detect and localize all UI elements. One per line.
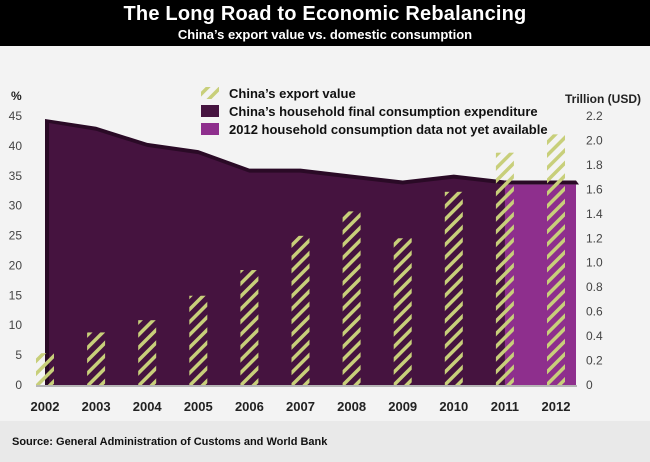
- left-tick-label: 0: [15, 378, 22, 392]
- right-tick-label: 2.0: [586, 133, 603, 147]
- export-bar-2008: [342, 211, 361, 385]
- x-tick-label: 2004: [133, 399, 163, 414]
- export-bar-2002: [36, 353, 54, 385]
- legend-swatch-exports: [201, 87, 219, 99]
- export-bar-2004: [138, 320, 157, 385]
- export-bar-2003: [87, 332, 106, 385]
- consumption-2012-na-top: [504, 180, 579, 185]
- right-tick-label: 1.0: [586, 256, 603, 270]
- right-tick-label: 0.8: [586, 280, 603, 294]
- right-tick-label: 0.6: [586, 305, 603, 319]
- right-tick-label: 1.2: [586, 231, 603, 245]
- right-tick-label: 0: [586, 378, 593, 392]
- export-bar-2011: [495, 152, 514, 385]
- legend-swatch-consumption: [201, 105, 219, 117]
- legend-label: China’s household final consumption expe…: [229, 104, 538, 119]
- export-bar-2012: [547, 134, 565, 385]
- right-tick-label: 0.4: [586, 329, 603, 343]
- x-tick-label: 2006: [235, 399, 264, 414]
- x-tick-label: 2011: [491, 399, 519, 414]
- chart-header: The Long Road to Economic Rebalancing Ch…: [0, 0, 650, 46]
- left-axis-unit: %: [11, 89, 22, 103]
- x-tick-label: 2002: [31, 399, 60, 414]
- x-tick-label: 2010: [439, 399, 468, 414]
- left-tick-label: 25: [9, 229, 23, 243]
- export-bar-2005: [189, 295, 208, 385]
- right-tick-label: 1.6: [586, 182, 603, 196]
- source-note: Source: General Administration of Custom…: [12, 436, 328, 448]
- left-tick-label: 30: [9, 199, 23, 213]
- export-bar-2006: [240, 270, 259, 385]
- left-tick-label: 5: [15, 348, 22, 362]
- consumption-area: [49, 122, 505, 385]
- x-tick-label: 2012: [542, 399, 571, 414]
- legend-label: China’s export value: [229, 86, 356, 101]
- chart-subtitle: China’s export value vs. domestic consum…: [177, 27, 473, 42]
- left-tick-label: 35: [9, 169, 23, 183]
- x-tick-label: 2005: [184, 399, 213, 414]
- right-tick-label: 1.4: [586, 207, 603, 221]
- consumption-2012-na-area: [504, 184, 576, 385]
- export-bar-2007: [291, 235, 310, 385]
- left-tick-label: 20: [9, 258, 23, 272]
- left-tick-label: 15: [9, 288, 23, 302]
- export-bar-2010: [444, 191, 463, 385]
- legend-swatch-na: [201, 123, 219, 135]
- right-axis-unit: Trillion (USD): [565, 92, 641, 106]
- right-tick-label: 2.2: [586, 109, 603, 123]
- x-tick-label: 2008: [337, 399, 366, 414]
- chart-title: The Long Road to Economic Rebalancing: [123, 3, 527, 25]
- left-tick-label: 10: [9, 318, 23, 332]
- left-tick-label: 45: [9, 109, 23, 123]
- right-tick-label: 0.2: [586, 354, 603, 368]
- x-tick-label: 2009: [388, 399, 417, 414]
- x-tick-label: 2003: [82, 399, 111, 414]
- legend-label: 2012 household consumption data not yet …: [229, 122, 548, 137]
- export-bar-2009: [393, 238, 412, 385]
- left-tick-label: 40: [9, 139, 23, 153]
- x-tick-label: 2007: [286, 399, 315, 414]
- right-tick-label: 1.8: [586, 158, 603, 172]
